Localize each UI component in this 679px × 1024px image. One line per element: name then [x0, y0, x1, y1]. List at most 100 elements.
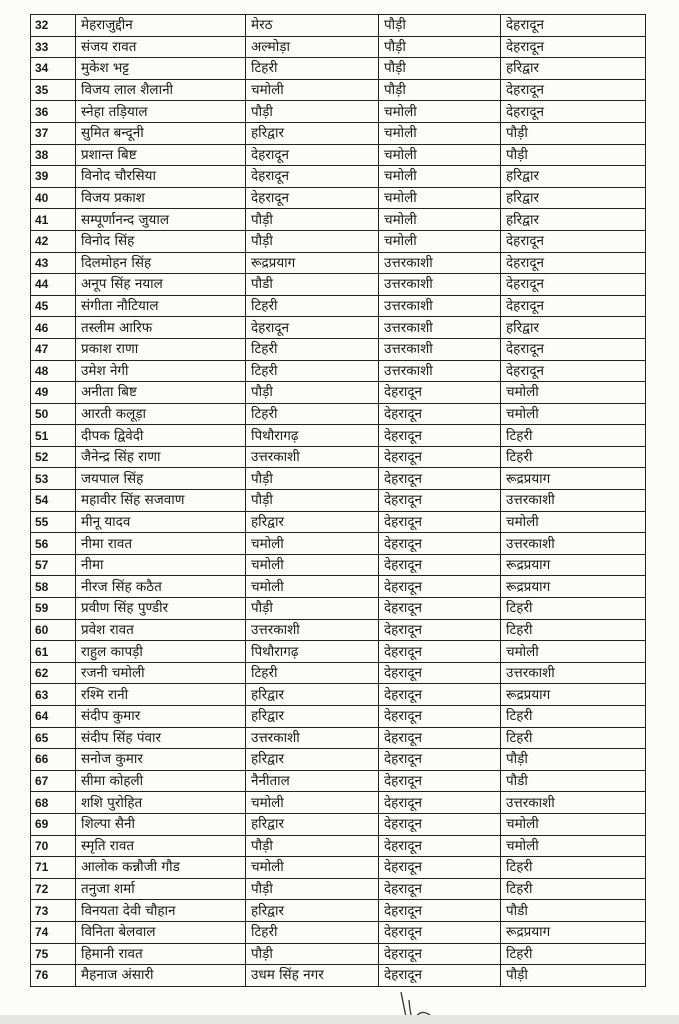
home-district-cell: चमोली — [245, 78, 379, 102]
serial-number-cell: 34 — [30, 57, 76, 80]
serial-number-cell: 68 — [30, 791, 76, 814]
home-district-cell: पौड़ी — [245, 834, 379, 858]
home-district-cell: चमोली — [245, 532, 379, 555]
current-district-cell: चमोली — [378, 165, 501, 188]
current-district-cell: देहरादून — [378, 575, 501, 599]
home-district-cell: चमोली — [245, 575, 379, 599]
transfer-district-cell: टिहरी — [500, 877, 646, 901]
current-district-cell: उत्तरकाशी — [378, 251, 501, 275]
serial-number-cell: 52 — [30, 445, 76, 469]
name-cell: राहुल कापड़ी — [75, 640, 246, 663]
transfer-district-cell: हरिद्वार — [500, 165, 646, 188]
table-row: 74 विनिता बेलवाल टिहरी देहरादून रूद्रप्रयाग — [30, 920, 646, 944]
name-cell: विनोद सिंह — [75, 229, 246, 253]
home-district-cell: पौडी — [245, 273, 379, 296]
table-row: 47 प्रकाश राणा टिहरी उत्तरकाशी देहरादून — [30, 337, 646, 361]
home-district-cell: मेरठ — [245, 14, 379, 37]
serial-number-cell: 54 — [30, 489, 76, 512]
name-cell: संदीप सिंह पंवार — [75, 726, 246, 750]
serial-number-cell: 45 — [30, 294, 76, 318]
home-district-cell: टिहरी — [245, 920, 379, 944]
table-row: 57 नीमा चमोली देहरादून रूद्रप्रयाग — [30, 553, 646, 577]
table-row: 40 विजय प्रकाश देहरादून चमोली हरिद्वार — [30, 186, 646, 210]
transfer-district-cell: टिहरी — [500, 445, 646, 469]
current-district-cell: उत्तरकाशी — [378, 316, 501, 339]
serial-number-cell: 65 — [30, 726, 76, 750]
current-district-cell: उत्तरकाशी — [378, 273, 501, 296]
transfer-district-cell: उत्तरकाशी — [500, 532, 646, 555]
serial-number-cell: 58 — [30, 575, 76, 599]
transfer-district-cell: देहरादून — [500, 14, 646, 37]
table-row: 42 विनोद सिंह पौड़ी चमोली देहरादून — [30, 229, 646, 253]
table-row: 45 संगीता नौटियाल टिहरी उत्तरकाशी देहरादून — [30, 294, 646, 318]
serial-number-cell: 38 — [30, 143, 76, 167]
transfer-district-cell: टिहरी — [500, 424, 646, 447]
transfer-district-cell: चमोली — [500, 510, 646, 534]
serial-number-cell: 66 — [30, 748, 76, 771]
transfer-district-cell: देहरादून — [500, 294, 646, 318]
serial-number-cell: 57 — [30, 553, 76, 577]
table-row: 58 नीरज सिंह कठैत चमोली देहरादून रूद्रप्रयाग — [30, 575, 646, 599]
home-district-cell: टिहरी — [245, 337, 379, 361]
transfer-district-cell: देहरादून — [500, 337, 646, 361]
name-cell: रश्मि रानी — [75, 683, 246, 706]
bottom-bar — [0, 1015, 679, 1024]
serial-number-cell: 33 — [30, 35, 76, 59]
transfer-district-cell: टिहरी — [500, 942, 646, 966]
transfer-district-cell: उत्तरकाशी — [500, 791, 646, 814]
transfer-district-cell: रूद्रप्रयाग — [500, 467, 646, 491]
table-row: 59 प्रवीण सिंह पुण्डीर पौड़ी देहरादून टिहरी — [30, 597, 646, 620]
name-cell: मुकेश भट्ट — [75, 57, 246, 80]
home-district-cell: देहरादून — [245, 316, 379, 339]
current-district-cell: देहरादून — [378, 553, 501, 577]
name-cell: मीनू यादव — [75, 510, 246, 534]
transfer-district-cell: रूद्रप्रयाग — [500, 553, 646, 577]
home-district-cell: पिथौरागढ़ — [245, 640, 379, 663]
current-district-cell: पौड़ी — [378, 78, 501, 102]
home-district-cell: उत्तरकाशी — [245, 726, 379, 750]
current-district-cell: देहरादून — [378, 402, 501, 426]
current-district-cell: देहरादून — [378, 834, 501, 858]
serial-number-cell: 64 — [30, 705, 76, 728]
current-district-cell: देहरादून — [378, 726, 501, 750]
transfer-district-cell: देहरादून — [500, 359, 646, 383]
name-cell: आरती कलूड़ा — [75, 402, 246, 426]
name-cell: शिल्पा सैनी — [75, 812, 246, 836]
table-row: 56 नीमा रावत चमोली देहरादून उत्तरकाशी — [30, 532, 646, 555]
table-row: 36 स्नेहा तड़ियाल पौड़ी चमोली देहरादून — [30, 100, 646, 123]
name-cell: अनूप सिंह नयाल — [75, 273, 246, 296]
serial-number-cell: 75 — [30, 942, 76, 966]
table-row: 37 सुमित बन्दूनी हरिद्वार चमोली पौड़ी — [30, 121, 646, 145]
name-cell: शशि पुरोहित — [75, 791, 246, 814]
transfer-district-cell: पौड़ी — [500, 748, 646, 771]
current-district-cell: देहरादून — [378, 899, 501, 922]
serial-number-cell: 63 — [30, 683, 76, 706]
serial-number-cell: 44 — [30, 273, 76, 296]
table-row: 76 मैहनाज अंसारी उधम सिंह नगर देहरादून पौड़ी — [30, 964, 646, 987]
transfer-district-cell: हरिद्वार — [500, 316, 646, 339]
table-row: 73 विनयता देवी चौहान हरिद्वार देहरादून पौडी — [30, 899, 646, 922]
home-district-cell: पौड़ी — [245, 381, 379, 404]
transfer-district-cell: पौड़ी — [500, 964, 646, 987]
name-cell: स्मृति रावत — [75, 834, 246, 858]
name-cell: जैनेन्द्र सिंह राणा — [75, 445, 246, 469]
current-district-cell: देहरादून — [378, 489, 501, 512]
current-district-cell: चमोली — [378, 121, 501, 145]
current-district-cell: चमोली — [378, 143, 501, 167]
current-district-cell: उत्तरकाशी — [378, 294, 501, 318]
transfer-district-cell: देहरादून — [500, 35, 646, 59]
name-cell: संजय रावत — [75, 35, 246, 59]
name-cell: मेहराजुद्दीन — [75, 14, 246, 37]
home-district-cell: चमोली — [245, 791, 379, 814]
name-cell: प्रवेश रावत — [75, 618, 246, 642]
home-district-cell: टिहरी — [245, 661, 379, 685]
transfer-district-cell: देहरादून — [500, 78, 646, 102]
transfer-district-cell: पौडी — [500, 769, 646, 793]
home-district-cell: अल्मोड़ा — [245, 35, 379, 59]
serial-number-cell: 59 — [30, 597, 76, 620]
home-district-cell: चमोली — [245, 553, 379, 577]
table-row: 55 मीनू यादव हरिद्वार देहरादून चमोली — [30, 510, 646, 534]
name-cell: मैहनाज अंसारी — [75, 964, 246, 987]
transfer-list-table: 32 मेहराजुद्दीन मेरठ पौड़ी देहरादून 33 संजय रा… — [30, 14, 646, 987]
serial-number-cell: 72 — [30, 877, 76, 901]
